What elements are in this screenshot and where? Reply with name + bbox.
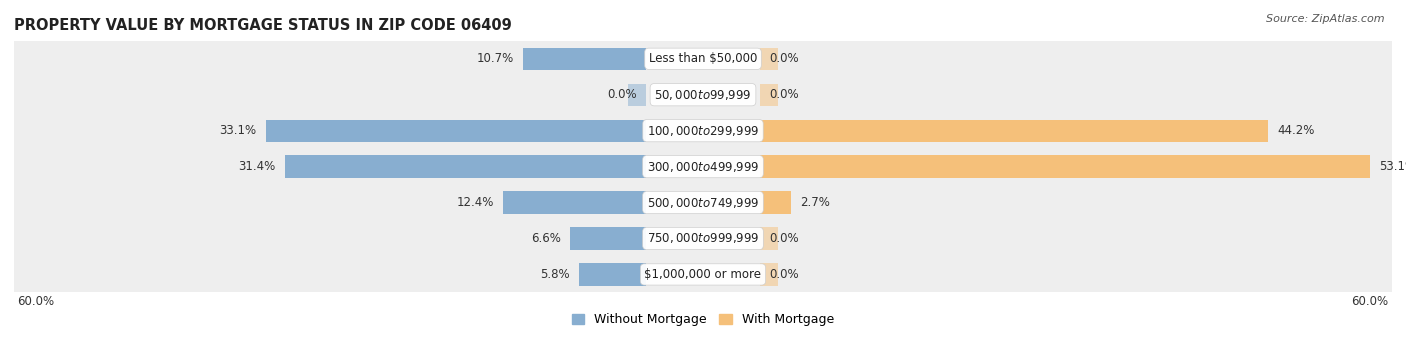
Bar [761, 155, 1369, 178]
Text: 0.0%: 0.0% [769, 232, 799, 245]
Text: 33.1%: 33.1% [219, 124, 256, 137]
Bar [285, 155, 645, 178]
Bar [14, 41, 1392, 77]
Text: $300,000 to $499,999: $300,000 to $499,999 [647, 159, 759, 174]
Bar [761, 120, 1268, 142]
Text: 60.0%: 60.0% [1351, 295, 1389, 308]
Legend: Without Mortgage, With Mortgage: Without Mortgage, With Mortgage [567, 308, 839, 332]
Bar [14, 77, 1392, 113]
Text: 10.7%: 10.7% [477, 52, 513, 65]
Text: Less than $50,000: Less than $50,000 [648, 52, 758, 65]
Text: 12.4%: 12.4% [457, 196, 494, 209]
Bar [761, 48, 778, 70]
Text: 0.0%: 0.0% [769, 88, 799, 101]
Text: 0.0%: 0.0% [769, 268, 799, 281]
Bar [628, 84, 645, 106]
Text: $750,000 to $999,999: $750,000 to $999,999 [647, 232, 759, 245]
Bar [569, 227, 645, 250]
Bar [14, 256, 1392, 292]
Bar [14, 185, 1392, 221]
Text: 0.0%: 0.0% [769, 52, 799, 65]
Text: $500,000 to $749,999: $500,000 to $749,999 [647, 195, 759, 209]
Bar [14, 221, 1392, 256]
Text: 53.1%: 53.1% [1379, 160, 1406, 173]
Text: $100,000 to $299,999: $100,000 to $299,999 [647, 124, 759, 138]
Bar [523, 48, 645, 70]
Text: Source: ZipAtlas.com: Source: ZipAtlas.com [1267, 14, 1385, 23]
Bar [266, 120, 645, 142]
Bar [761, 227, 778, 250]
Bar [761, 191, 792, 214]
Text: 2.7%: 2.7% [800, 196, 831, 209]
Text: 44.2%: 44.2% [1277, 124, 1315, 137]
Text: 6.6%: 6.6% [530, 232, 561, 245]
Bar [14, 149, 1392, 185]
Text: $1,000,000 or more: $1,000,000 or more [644, 268, 762, 281]
Bar [503, 191, 645, 214]
Bar [761, 84, 778, 106]
Text: PROPERTY VALUE BY MORTGAGE STATUS IN ZIP CODE 06409: PROPERTY VALUE BY MORTGAGE STATUS IN ZIP… [14, 18, 512, 33]
Bar [579, 263, 645, 286]
Text: 60.0%: 60.0% [17, 295, 55, 308]
Text: 5.8%: 5.8% [540, 268, 569, 281]
Text: $50,000 to $99,999: $50,000 to $99,999 [654, 88, 752, 102]
Text: 31.4%: 31.4% [239, 160, 276, 173]
Text: 0.0%: 0.0% [607, 88, 637, 101]
Bar [761, 263, 778, 286]
Bar [14, 113, 1392, 149]
